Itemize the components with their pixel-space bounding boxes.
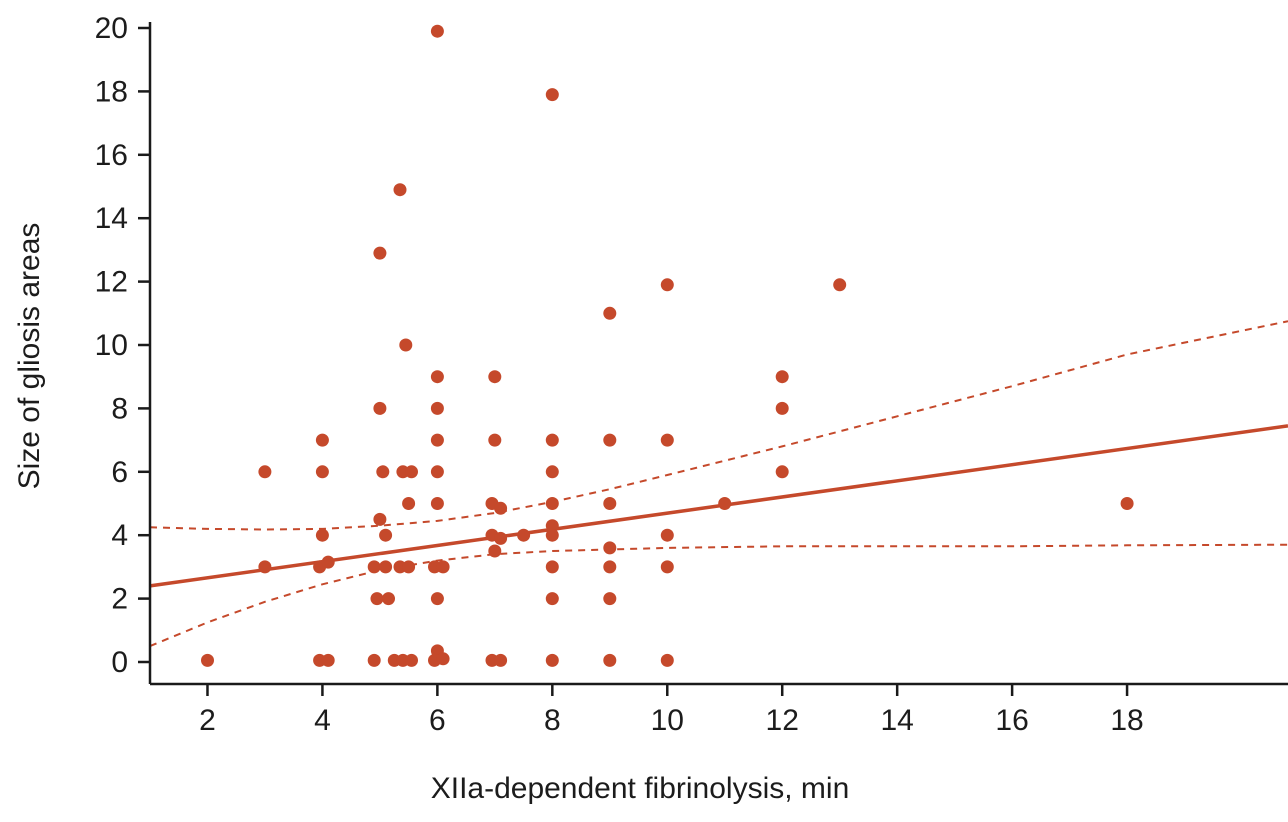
data-point [603,541,617,555]
data-point [603,653,617,667]
data-point [405,465,418,479]
data-point [405,653,418,667]
data-point [660,560,674,574]
data-point [373,401,387,415]
data-point [321,653,335,667]
y-tick-label: 2 [111,583,128,616]
data-point [201,653,214,667]
data-point [315,528,329,542]
x-tick-label: 14 [880,704,913,737]
data-point [775,401,789,415]
data-point [545,528,559,542]
data-point [373,512,387,526]
data-point [321,555,335,569]
data-point [545,592,559,606]
data-point [603,497,617,510]
data-point [370,592,384,606]
y-tick-label: 12 [95,266,128,299]
data-point [660,653,674,667]
data-point [545,519,559,533]
data-point [315,465,329,479]
data-point [775,465,789,479]
x-tick-label: 4 [314,704,331,737]
x-tick-label: 2 [199,704,216,737]
data-point [517,528,531,542]
x-axis-label: XIIa-dependent fibrinolysis, min [430,772,850,805]
data-point [430,24,444,38]
data-point [430,497,444,510]
data-point [494,653,508,667]
data-point [382,592,395,606]
data-point [1120,497,1134,510]
data-point [545,465,559,479]
y-tick-label: 16 [95,139,128,172]
y-tick-label: 0 [111,646,128,679]
data-point [545,88,559,102]
y-tick-label: 8 [111,392,128,425]
data-point [258,560,272,574]
data-point [603,433,617,447]
data-point [436,652,450,666]
y-tick-label: 18 [95,75,128,108]
data-point [430,433,444,447]
x-tick-label: 12 [766,704,799,737]
data-point [393,183,407,197]
data-point [436,560,450,574]
data-point [430,592,444,606]
data-point [603,560,617,574]
y-tick-label: 20 [95,12,128,45]
data-point [367,653,381,667]
data-point [603,306,617,320]
data-point [402,497,416,510]
y-tick-label: 10 [95,329,128,362]
data-point [430,401,444,415]
data-point [494,531,508,545]
data-point [660,433,674,447]
data-point [545,560,559,574]
ci-lower-line [149,543,1288,648]
data-point [545,433,559,447]
data-point [379,528,393,542]
ci-upper-line [149,320,1288,531]
data-point [376,465,390,479]
data-point [402,560,416,574]
data-point [430,370,444,384]
data-point [718,497,732,510]
x-tick-label: 6 [429,704,446,737]
data-point [258,465,272,479]
data-point [603,592,617,606]
data-point [315,433,329,447]
x-tick-label: 16 [995,704,1028,737]
data-point [545,653,559,667]
data-point [373,246,387,260]
data-point [430,465,444,479]
data-point [379,560,393,574]
data-point [660,278,674,292]
data-point [399,338,413,352]
data-point [488,370,502,384]
y-tick-label: 4 [111,519,128,552]
data-point [775,370,789,384]
data-point [494,501,508,515]
data-point [833,278,847,292]
data-point [488,433,502,447]
x-tick-label: 18 [1110,704,1143,737]
data-point [545,497,559,510]
data-point [488,544,502,558]
data-point [367,560,381,574]
data-point [660,528,674,542]
y-tick-label: 6 [111,456,128,489]
x-tick-label: 10 [651,704,684,737]
x-tick-label: 8 [544,704,561,737]
y-tick-label: 14 [95,202,128,235]
y-axis-label: Size of gliosis areas [13,222,46,490]
